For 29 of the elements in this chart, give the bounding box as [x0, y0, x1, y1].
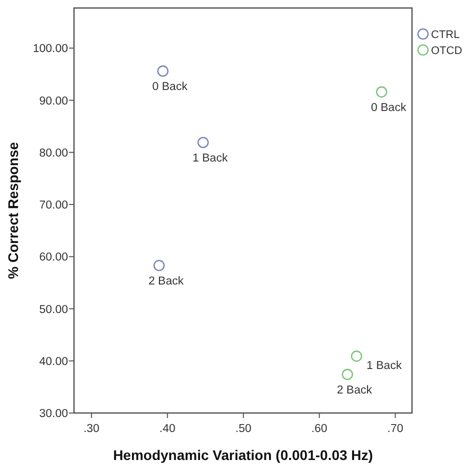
y-axis-title: % Correct Response — [5, 142, 21, 279]
point — [157, 65, 169, 77]
point — [376, 86, 388, 98]
annotation: 1 Back — [192, 152, 228, 164]
y-tick-label: 90.00 — [39, 95, 68, 108]
annotation: 2 Back — [336, 384, 372, 396]
legend-label: CTRL — [431, 29, 460, 41]
point — [197, 136, 209, 148]
x-tick-label: .40 — [159, 423, 176, 435]
point — [350, 350, 362, 362]
point — [342, 368, 354, 380]
y-tick-label: 30.00 — [39, 408, 68, 420]
x-tick-label: .70 — [387, 423, 404, 435]
annotation: 2 Back — [148, 275, 184, 288]
y-tick-label: 80.00 — [39, 147, 68, 160]
x-tick-label: .60 — [311, 423, 328, 435]
y-tick-label: 70.00 — [39, 200, 68, 212]
x-tick-label: .50 — [235, 423, 252, 435]
y-tick-label: 60.00 — [39, 252, 68, 264]
y-tick-label: 50.00 — [39, 304, 68, 316]
point — [153, 260, 165, 272]
y-tick-label: 40.00 — [39, 356, 68, 368]
y-tick-label: 100.00 — [32, 43, 68, 56]
annotation: 1 Back — [366, 360, 402, 372]
x-tick-label: .30 — [83, 423, 100, 435]
annotation: 0 Back — [152, 81, 188, 94]
legend-label: OTCD — [431, 45, 462, 57]
annotation: 0 Back — [371, 102, 406, 114]
x-axis-title: Hemodynamic Variation (0.001-0.03 Hz) — [113, 447, 373, 463]
